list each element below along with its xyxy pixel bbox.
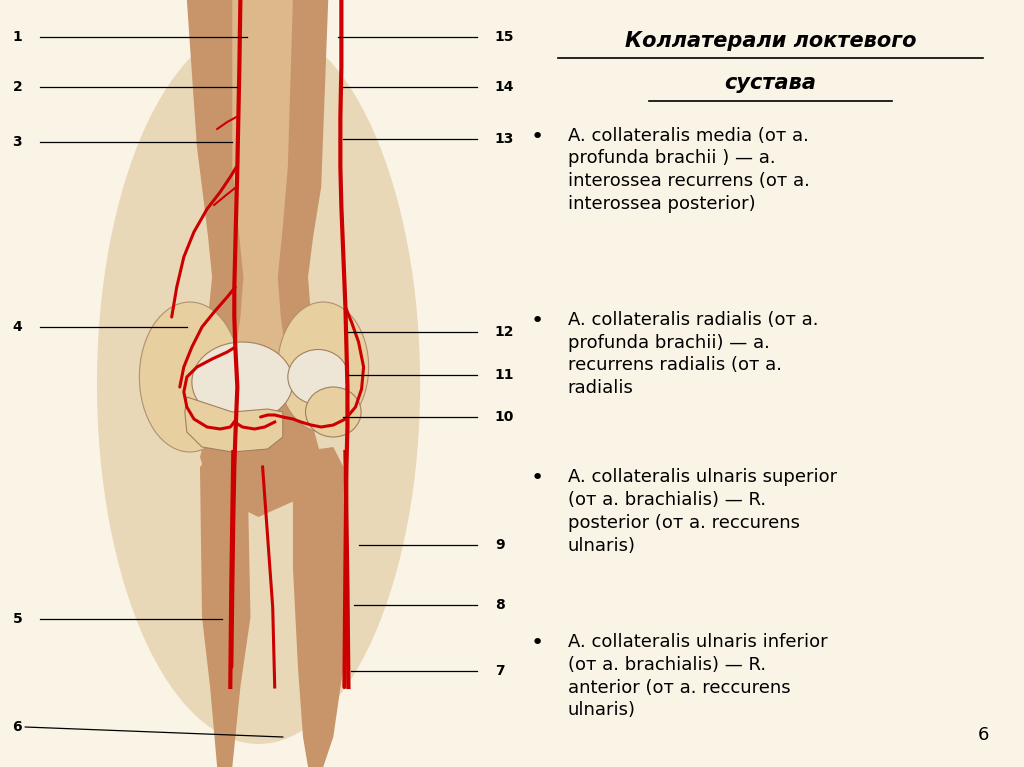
Text: 6: 6 [12, 720, 23, 734]
Text: A. collateralis ulnaris inferior
(от а. brachialis) — R.
anterior (от а. reccure: A. collateralis ulnaris inferior (от а. … [567, 633, 827, 719]
Ellipse shape [305, 387, 361, 437]
Text: •: • [530, 311, 544, 331]
Ellipse shape [288, 350, 348, 404]
Text: 9: 9 [495, 538, 505, 552]
Text: A. collateralis ulnaris superior
(от а. brachialis) — R.
posterior (от а. reccur: A. collateralis ulnaris superior (от а. … [567, 468, 837, 555]
Text: 4: 4 [12, 320, 23, 334]
Text: 15: 15 [495, 30, 514, 44]
Text: Коллатерали локтевого: Коллатерали локтевого [625, 31, 916, 51]
Ellipse shape [278, 302, 369, 432]
Text: 11: 11 [495, 368, 514, 382]
Text: A. collateralis media (от а.
profunda brachii ) — а.
interossea recurrens (от а.: A. collateralis media (от а. profunda br… [567, 127, 810, 213]
Ellipse shape [139, 302, 241, 452]
Polygon shape [184, 397, 283, 452]
Polygon shape [186, 0, 329, 517]
Text: 14: 14 [495, 80, 514, 94]
Text: 10: 10 [495, 410, 514, 424]
Text: A. collateralis radialis (от а.
profunda brachii) — а.
recurrens radialis (от а.: A. collateralis radialis (от а. profunda… [567, 311, 818, 397]
Polygon shape [293, 447, 348, 767]
Text: •: • [530, 633, 544, 653]
Text: •: • [530, 127, 544, 146]
Polygon shape [232, 0, 293, 407]
Ellipse shape [191, 342, 293, 422]
Text: •: • [530, 468, 544, 488]
Text: 1: 1 [12, 30, 23, 44]
Text: сустава: сустава [725, 73, 816, 93]
Text: 5: 5 [12, 612, 23, 626]
Text: 2: 2 [12, 80, 23, 94]
Text: 8: 8 [495, 598, 505, 612]
Text: 7: 7 [495, 664, 505, 678]
Polygon shape [200, 452, 251, 767]
Ellipse shape [97, 24, 420, 744]
Text: 12: 12 [495, 325, 514, 339]
Text: 3: 3 [12, 135, 23, 149]
Text: 6: 6 [978, 726, 989, 744]
Text: 13: 13 [495, 132, 514, 146]
